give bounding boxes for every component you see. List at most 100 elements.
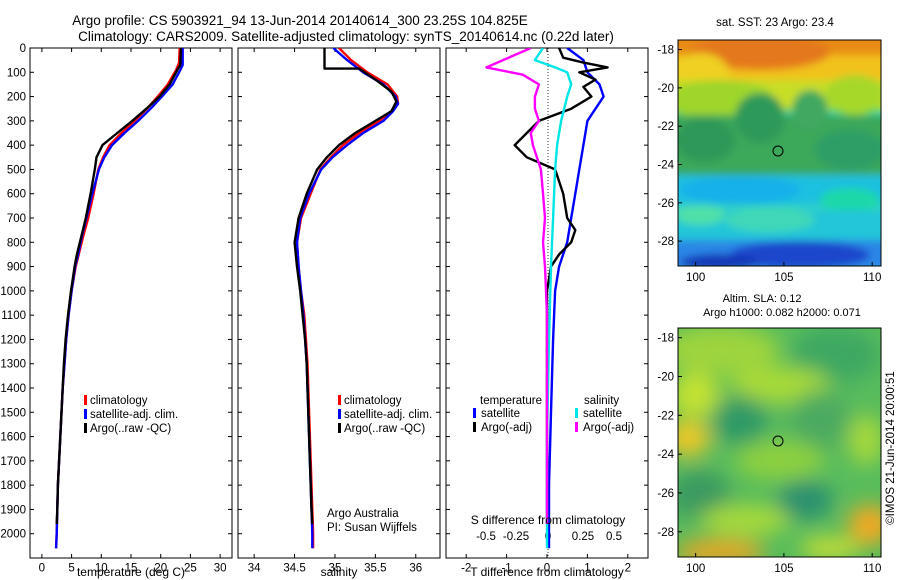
depth-tick-label: 600: [7, 189, 26, 201]
legend-swatch-satellite: [84, 409, 87, 419]
depth-tick-label: 200: [7, 92, 26, 104]
depth-tick-label: 1200: [0, 334, 26, 346]
credit-line1: Argo Australia: [327, 508, 399, 520]
legend-label-argo: Argo(..raw -QC): [344, 423, 425, 435]
series-line-s-argo-adj: [485, 48, 549, 524]
depth-tick-label: 2000: [0, 529, 26, 541]
legend-swatch-argo: [84, 423, 87, 433]
x-tick-label: 34.5: [283, 562, 305, 574]
x-tick-label: 5: [68, 562, 74, 574]
map-axes: 100 105 110 -18 -20 -22 -24 -26 -28 100 105 110 -18 -…: [657, 45, 881, 575]
legend-swatch-t-argo: [473, 422, 476, 432]
sst-heatmap: [678, 40, 881, 266]
x-tick-label: 1: [584, 562, 590, 574]
x-tick-label: 15: [125, 562, 138, 574]
x-tick-label: 35.5: [364, 562, 386, 574]
map-x-tick-label: 110: [863, 272, 881, 284]
series-line-satellite-adj-clim: [54, 48, 184, 549]
figure-title-line2: Climatology: CARS2009. Satellite-adjuste…: [78, 29, 614, 44]
depth-tick-label: 1400: [0, 383, 26, 395]
map-y-tick-label: -22: [657, 410, 674, 422]
legend-swatch-s-argo: [575, 422, 578, 432]
sst-map-title: sat. SST: 23 Argo: 23.4: [716, 17, 834, 29]
sla-map-frame: [677, 327, 882, 558]
temperature-xlabel: temperature (deg C): [77, 565, 185, 579]
sst-map-frame: [677, 39, 882, 267]
argo-location-marker: [772, 435, 784, 447]
depth-tick-label: 500: [7, 164, 26, 176]
series-line-climatology: [295, 48, 400, 549]
x-axes: 0 5 10 15 20 25 30 34 34.5 35 35.5 36 -2 -1 0 1 2 -0.5 -0.…: [39, 48, 631, 574]
legend-label-s-satellite: satellite: [583, 408, 622, 420]
salinity-legend: climatology satellite-adj. clim. Argo(..…: [338, 395, 432, 435]
x-tick-label: 30: [214, 562, 227, 574]
salinity-panel-frame: [237, 47, 441, 559]
legend-label-satellite: satellite-adj. clim.: [90, 409, 178, 421]
depth-tick-label: 0: [20, 43, 26, 55]
x-tick-label: 35: [329, 562, 342, 574]
series-line-s-satellite: [533, 48, 573, 549]
difference-legend: temperature salinity satellite Argo(-adj…: [473, 395, 634, 434]
x-tick-label: 0: [544, 562, 550, 574]
sla-map-title-line2: Argo h1000: 0.082 h2000: 0.071: [703, 307, 861, 319]
legend-label-s-argo: Argo(-adj): [583, 422, 634, 434]
legend-label-climatology: climatology: [344, 395, 402, 407]
depth-tick-label: 1000: [0, 286, 26, 298]
map-y-tick-label: -26: [657, 488, 674, 500]
x-tick-label: -2: [461, 562, 471, 574]
depth-tick-label: 100: [7, 67, 26, 79]
legend-swatch-argo: [338, 423, 341, 433]
depth-tick-label: 700: [7, 213, 26, 225]
depth-tick-label: 900: [7, 262, 26, 274]
map-y-tick-label: -24: [657, 159, 674, 171]
legend-swatch-t-satellite: [473, 408, 476, 418]
depth-tick-label: 300: [7, 116, 26, 128]
map-x-tick-label: 105: [774, 272, 793, 284]
s-difference-tick-label: 0.25: [572, 531, 594, 543]
depth-tick-label: 1100: [1, 310, 26, 322]
legend-swatch-climatology: [84, 395, 87, 405]
depth-axis: 0 100 200 300 400 500 600 700 800 900 1000 1100 1200…: [0, 43, 648, 541]
legend-swatch-climatology: [338, 395, 341, 405]
map-y-tick-label: -26: [657, 198, 674, 210]
figure-title-line1: Argo profile: CS 5903921_94 13-Jun-2014 …: [72, 13, 528, 28]
salinity-xlabel: salinity: [321, 565, 358, 579]
depth-tick-label: 1700: [0, 456, 26, 468]
series-line-t-satellite: [547, 48, 605, 549]
x-tick-label: 25: [184, 562, 197, 574]
x-tick-label: 20: [154, 562, 167, 574]
legend-label-argo: Argo(..raw -QC): [90, 423, 171, 435]
credit-line2: PI: Susan Wijffels: [327, 522, 417, 534]
x-tick-label: 36: [409, 562, 422, 574]
sla-map-title-line1: Altim. SLA: 0.12: [723, 293, 802, 305]
depth-tick-label: 400: [7, 140, 26, 152]
salinity-series: [293, 48, 400, 549]
map-y-tick-label: -24: [657, 449, 674, 461]
x-tick-label: 10: [95, 562, 108, 574]
map-y-tick-label: -18: [657, 45, 674, 57]
map-x-tick-label: 100: [686, 272, 705, 284]
legend-label-t-satellite: satellite: [481, 408, 520, 420]
map-x-tick-label: 105: [774, 563, 793, 575]
map-y-tick-label: -28: [657, 527, 674, 539]
depth-tick-label: 1900: [0, 504, 26, 516]
temperature-series: [54, 48, 184, 549]
series-line-climatology: [54, 48, 181, 549]
map-y-tick-label: -20: [657, 372, 674, 384]
temperature-legend: climatology satellite-adj. clim. Argo(..…: [84, 395, 178, 435]
sla-heatmap: [678, 328, 881, 557]
x-tick-label: 2: [625, 562, 631, 574]
legend-label-satellite: satellite-adj. clim.: [344, 409, 432, 421]
legend-header-salinity: salinity: [584, 395, 619, 407]
map-y-tick-label: -18: [657, 333, 674, 345]
legend-label-climatology: climatology: [90, 395, 148, 407]
s-difference-tick-label: -0.5: [476, 531, 496, 543]
series-line-argo-raw-qc: [293, 48, 398, 525]
t-difference-xlabel: T difference from climatology: [470, 565, 624, 579]
difference-series: [485, 48, 609, 549]
series-line-argo-raw-qc: [55, 48, 183, 525]
map-x-tick-label: 100: [686, 563, 705, 575]
depth-tick-label: 1800: [0, 480, 26, 492]
map-x-tick-label: 110: [863, 563, 881, 575]
